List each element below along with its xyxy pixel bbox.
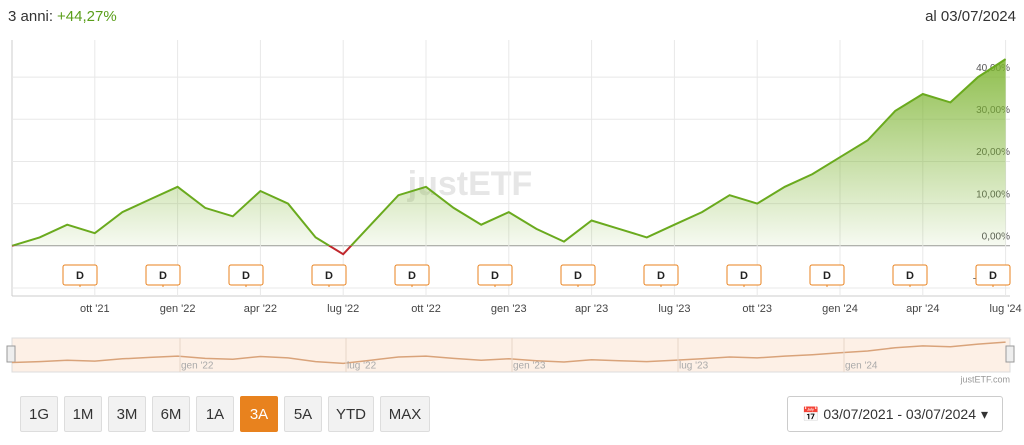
dividend-label: D bbox=[740, 270, 748, 282]
period-label: 3 anni: bbox=[8, 8, 53, 25]
navigator-label: gen '22 bbox=[181, 361, 214, 372]
dividend-label: D bbox=[159, 270, 167, 282]
range-button[interactable]: YTD bbox=[328, 396, 374, 432]
dividend-marker bbox=[560, 264, 596, 286]
range-button[interactable]: MAX bbox=[380, 396, 430, 432]
dividend-label: D bbox=[325, 270, 333, 282]
dividend-marker bbox=[145, 264, 181, 286]
dividend-marker bbox=[228, 264, 264, 286]
dividend-marker bbox=[726, 264, 762, 286]
x-tick-label: apr '22 bbox=[244, 303, 277, 315]
x-tick-label: lug '24 bbox=[990, 303, 1022, 315]
range-button[interactable]: 6M bbox=[152, 396, 190, 432]
x-tick-label: lug '22 bbox=[327, 303, 359, 315]
date-range-picker[interactable]: 📅 03/07/2021 - 03/07/2024 ▾ bbox=[787, 396, 1003, 432]
dividend-marker bbox=[477, 264, 513, 286]
dividend-label: D bbox=[574, 270, 582, 282]
range-button[interactable]: 1G bbox=[20, 396, 58, 432]
as-of-date: al 03/07/2024 bbox=[925, 8, 1016, 25]
range-button[interactable]: 3M bbox=[108, 396, 146, 432]
x-tick-label: apr '24 bbox=[906, 303, 939, 315]
x-tick-label: gen '22 bbox=[160, 303, 196, 315]
dividend-label: D bbox=[491, 270, 499, 282]
x-tick-label: gen '23 bbox=[491, 303, 527, 315]
dividend-marker bbox=[394, 264, 430, 286]
navigator-label: gen '23 bbox=[513, 361, 546, 372]
dividend-label: D bbox=[408, 270, 416, 282]
dividend-label: D bbox=[76, 270, 84, 282]
range-button[interactable]: 1A bbox=[196, 396, 234, 432]
x-tick-label: ott '22 bbox=[411, 303, 441, 315]
navigator-label: lug '23 bbox=[679, 361, 709, 372]
dividend-marker bbox=[643, 264, 679, 286]
calendar-icon: 📅 bbox=[801, 405, 820, 422]
navigator-line bbox=[11, 341, 1006, 365]
dividend-label: D bbox=[823, 270, 831, 282]
dividend-marker bbox=[311, 264, 347, 286]
area bbox=[12, 59, 1006, 246]
credit: justETF.com bbox=[959, 374, 1010, 384]
date-range: 03/07/2021 - 03/07/2024 bbox=[823, 406, 976, 422]
line bbox=[11, 58, 1007, 246]
dividend-label: D bbox=[989, 270, 997, 282]
dividend-marker bbox=[975, 264, 1011, 286]
x-tick-label: ott '21 bbox=[80, 303, 110, 315]
dividend-marker bbox=[892, 264, 928, 286]
x-tick-label: lug '23 bbox=[658, 303, 690, 315]
dividend-label: D bbox=[906, 270, 914, 282]
performance: +44,27% bbox=[57, 8, 117, 25]
range-button[interactable]: 3A bbox=[240, 396, 278, 432]
range-button[interactable]: 5A bbox=[284, 396, 322, 432]
dividend-marker bbox=[62, 264, 98, 286]
x-tick-label: ott '23 bbox=[742, 303, 772, 315]
range-button[interactable]: 1M bbox=[64, 396, 102, 432]
dividend-marker bbox=[809, 264, 845, 286]
navigator-label: lug '22 bbox=[347, 361, 377, 372]
dividend-label: D bbox=[657, 270, 665, 282]
navigator-label: gen '24 bbox=[845, 361, 878, 372]
dropdown-caret: ▾ bbox=[980, 405, 989, 422]
x-tick-label: gen '24 bbox=[822, 303, 858, 315]
dividend-label: D bbox=[242, 270, 250, 282]
x-tick-label: apr '23 bbox=[575, 303, 608, 315]
